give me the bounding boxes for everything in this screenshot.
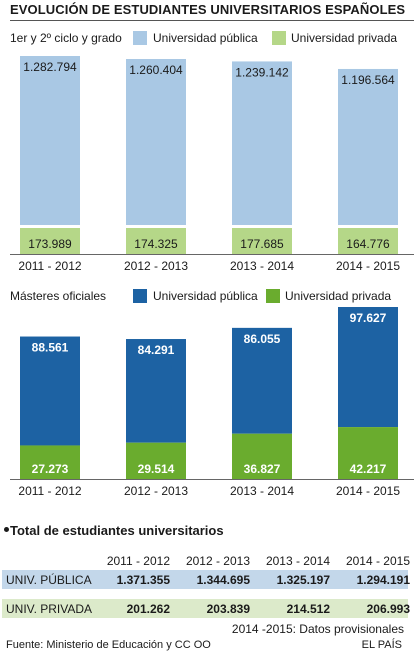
data-label-publica: 84.291 [138,343,175,357]
data-label-privada: 27.273 [32,462,69,476]
x-tick-label: 2013 - 2014 [230,484,294,498]
bar-break-gap [126,225,186,228]
x-tick-label: 2014 - 2015 [336,484,400,498]
bar-privada [126,442,186,479]
source-text: Fuente: Ministerio de Educación y CC OO [6,639,211,651]
table-cell: 214.512 [286,602,330,616]
note-provisional: 2014 -2015: Datos provisionales [231,622,404,636]
table-col-header: 2013 - 2014 [265,554,330,568]
data-label-publica: 88.561 [32,341,69,355]
table-title: Total de estudiantes universitarios [10,523,224,538]
table-cell: 1.325.197 [276,573,330,587]
chart1-legend-publica-swatch [133,31,147,45]
table-row-publica-band [2,570,408,589]
chart2-legend-privada: Universidad privada [285,289,392,303]
table-row-label-privada: UNIV. PRIVADA [6,602,93,616]
bar-publica [126,58,186,228]
data-label-publica: 1.260.404 [129,63,183,77]
table-cell: 201.262 [126,602,170,616]
chart2-title: Másteres oficiales [10,289,107,303]
table-col-header: 2011 - 2012 [106,554,170,568]
bar-publica [126,339,186,443]
bar-publica [20,56,80,228]
chart-masteres: 88.561 27.273 2011 - 2012 84.291 29.514 2012 … [10,307,414,498]
table-cell: 203.839 [206,602,250,616]
chart-grado: 1.282.794 173.989 2011 - 2012 1.260.404 174.… [10,56,414,273]
data-label-privada: 42.217 [350,462,387,476]
brand-logo-text: EL PAÍS [361,639,402,651]
x-tick-label: 2012 - 2013 [124,259,188,273]
bar-publica [20,336,80,446]
table-cell: 1.294.191 [356,573,410,587]
bar-publica [338,307,398,428]
data-label-publica: 1.282.794 [23,60,77,74]
data-label-publica: 1.239.142 [235,65,289,79]
title-rule [10,20,414,21]
bar-privada [232,228,292,254]
table-cell: 1.371.355 [116,573,170,587]
bar-publica [338,68,398,228]
data-label-privada: 173.989 [28,237,72,251]
chart2-legend-privada-swatch [266,289,280,303]
bar-privada [232,433,292,479]
data-label-publica: 1.196.564 [341,73,395,87]
bar-publica [232,327,292,434]
main-title: EVOLUCIÓN DE ESTUDIANTES UNIVERSITARIOS … [10,2,406,17]
x-tick-label: 2013 - 2014 [230,259,294,273]
bar-break-gap [338,225,398,228]
chart1-legend-publica: Universidad pública [153,31,258,45]
data-label-publica: 86.055 [244,332,281,346]
bar-privada [126,228,186,254]
data-label-privada: 29.514 [138,462,175,476]
bar-break-gap [232,225,292,228]
chart2-legend-publica: Universidad pública [153,289,258,303]
data-label-publica: 97.627 [350,311,387,325]
data-label-privada: 164.776 [346,237,390,251]
x-tick-label: 2014 - 2015 [336,259,400,273]
table-cell: 1.344.695 [196,573,250,587]
data-label-privada: 177.685 [240,237,284,251]
table-row-label-publica: UNIV. PÚBLICA [6,573,92,587]
chart1-legend-privada-swatch [272,31,286,45]
data-label-privada: 36.827 [244,462,281,476]
table-col-header: 2014 - 2015 [345,554,410,568]
x-tick-label: 2011 - 2012 [18,484,81,498]
chart1-legend-privada: Universidad privada [291,31,398,45]
bar-privada [20,445,80,479]
bar-publica [232,61,292,228]
x-tick-label: 2011 - 2012 [18,259,81,273]
chart2-legend-publica-swatch [133,289,147,303]
data-label-privada: 174.325 [134,237,178,251]
table-row-privada-band [2,599,408,618]
bar-privada [20,228,80,254]
bar-privada [338,228,398,254]
table-cell: 206.993 [366,602,410,616]
bar-privada [338,427,398,479]
bullet-icon [4,527,9,532]
x-tick-label: 2012 - 2013 [124,484,188,498]
bar-break-gap [20,225,80,228]
table-col-header: 2012 - 2013 [185,554,250,568]
chart1-title: 1er y 2º ciclo y grado [10,31,122,45]
